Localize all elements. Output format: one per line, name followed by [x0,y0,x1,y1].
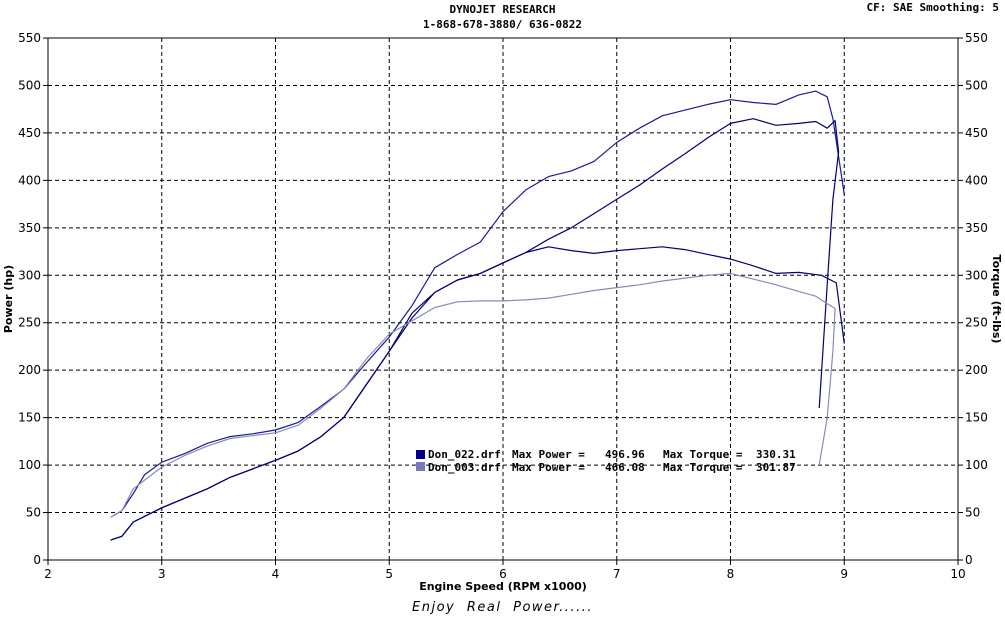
x-tick-label: 3 [158,567,166,581]
legend-swatch-0 [416,450,425,459]
legend-power-label-1: Max Power = [512,461,585,474]
legend-torque-1: 301.87 [756,461,796,474]
y-tick-label-left: 450 [18,126,41,140]
y-tick-label-left: 50 [26,506,41,520]
y-tick-label-left: 100 [18,458,41,472]
series-group [110,90,845,541]
y-axis-left: 0 50 100 150 200 250 300 350 400 450 500 550 [18,31,48,567]
y-tick-label-right: 50 [965,506,980,520]
x-tick-label: 7 [613,567,621,581]
legend-file-0: Don_022.drf [428,448,501,461]
chart-title: DYNOJET RESEARCH [449,3,556,16]
series-line-2 [110,118,840,541]
phone-number: 1-868-678-3880/ 636-0822 [423,18,582,31]
y-tick-label-left: 550 [18,31,41,45]
x-axis: 2 3 4 5 6 7 8 9 10 [44,560,966,581]
x-tick-label: 4 [272,567,280,581]
grid [48,38,958,560]
y-tick-label-left: 500 [18,78,41,92]
correction-settings: CF: SAE Smoothing: 5 [866,1,999,14]
x-tick-label: 5 [385,567,393,581]
y-tick-label-left: 200 [18,363,41,377]
legend: Don_022.drf Max Power = 496.96 Max Torqu… [416,448,796,474]
x-tick-label: 8 [727,567,735,581]
y-tick-label-right: 450 [965,126,988,140]
y-tick-label-right: 350 [965,221,988,235]
y-axis-right: 0 50 100 150 200 250 300 350 400 450 500 550 [958,31,988,567]
y-axis-right-title: Torque (ft-lbs) [990,255,1003,344]
y-tick-label-left: 0 [33,553,41,567]
legend-torque-label-0: Max Torque = [663,448,743,461]
legend-power-1: 466.08 [605,461,645,474]
y-tick-label-left: 250 [18,316,41,330]
y-tick-label-right: 200 [965,363,988,377]
x-tick-label: 10 [950,567,965,581]
y-tick-label-right: 150 [965,411,988,425]
legend-file-1: Don_003.drf [428,461,501,474]
y-tick-label-right: 400 [965,173,988,187]
legend-torque-label-1: Max Torque = [663,461,743,474]
y-tick-label-right: 250 [965,316,988,330]
y-tick-label-right: 100 [965,458,988,472]
legend-swatch-1 [416,462,425,471]
y-tick-label-right: 0 [965,553,973,567]
series-line-0 [113,90,845,516]
series-line-3 [110,272,836,518]
y-tick-label-left: 400 [18,173,41,187]
y-tick-label-left: 300 [18,268,41,282]
y-tick-label-left: 350 [18,221,41,235]
y-tick-label-right: 500 [965,78,988,92]
footer-tagline: Enjoy Real Power...... [412,600,593,615]
x-tick-label: 2 [44,567,52,581]
y-tick-label-right: 550 [965,31,988,45]
y-tick-label-right: 300 [965,268,988,282]
legend-power-0: 496.96 [605,448,645,461]
y-tick-label-left: 150 [18,411,41,425]
legend-torque-0: 330.31 [756,448,796,461]
y-axis-left-title: Power (hp) [2,265,15,333]
legend-power-label-0: Max Power = [512,448,585,461]
x-axis-title: Engine Speed (RPM x1000) [419,580,587,593]
x-tick-label: 9 [840,567,848,581]
x-tick-label: 6 [499,567,507,581]
